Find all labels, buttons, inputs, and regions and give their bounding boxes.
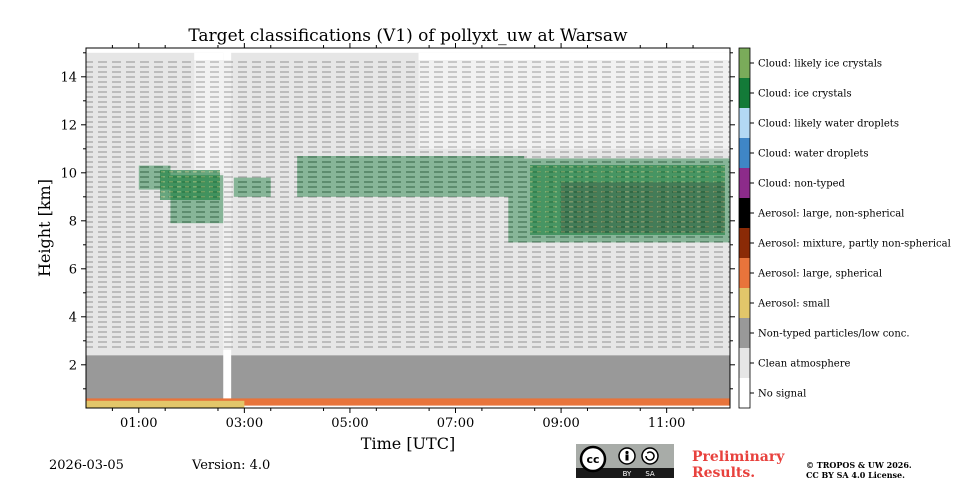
y-tick-label: 14 xyxy=(60,70,77,85)
y-tick-label: 12 xyxy=(60,118,77,133)
legend-label: Cloud: ice crystals xyxy=(758,89,852,100)
colorbar-swatch xyxy=(739,78,750,108)
legend-label: Aerosol: small xyxy=(757,299,830,310)
x-tick-label: 03:00 xyxy=(226,416,263,431)
x-tick-label: 05:00 xyxy=(331,416,368,431)
colorbar: Cloud: likely ice crystals Cloud: ice cry… xyxy=(738,47,951,409)
x-tick-label: 09:00 xyxy=(542,416,579,431)
colorbar-swatch xyxy=(739,198,750,228)
legend-label: Clean atmosphere xyxy=(758,359,851,370)
preliminary-notice: Preliminary Results. xyxy=(692,449,785,481)
y-tick-label: 4 xyxy=(69,310,77,325)
legend-label: Cloud: likely ice crystals xyxy=(758,59,882,70)
legend-label: Cloud: likely water droplets xyxy=(758,119,899,130)
colorbar-swatch xyxy=(739,378,750,408)
y-tick-label: 8 xyxy=(69,214,77,229)
colorbar-swatch xyxy=(739,348,750,378)
ice-texture-left xyxy=(160,170,220,200)
x-axis-label: Time [UTC] xyxy=(361,434,455,453)
sa-arrow xyxy=(645,451,655,461)
cc-icon xyxy=(579,445,607,473)
sa-text: SA xyxy=(645,470,655,478)
cc-license-badge: cc BY SA xyxy=(576,444,674,482)
legend-label: No signal xyxy=(758,389,806,400)
ice-texture-right xyxy=(530,165,725,235)
plot-area xyxy=(86,48,730,408)
legend-label: Aerosol: large, non-spherical xyxy=(757,209,904,220)
colorbar-swatch xyxy=(739,48,750,78)
class-region-11 xyxy=(86,398,730,406)
colorbar-frame xyxy=(738,47,751,409)
texture-layer xyxy=(86,60,730,350)
class-region-0 xyxy=(86,355,730,401)
x-tick-label: 01:00 xyxy=(120,416,157,431)
colorbar-swatch xyxy=(739,168,750,198)
sa-icon xyxy=(641,447,659,465)
y-tick-label: 2 xyxy=(69,358,77,373)
class-region-12 xyxy=(86,400,245,408)
copyright-line-1: © TROPOS & UW 2026. xyxy=(806,460,912,470)
legend-label: Aerosol: mixture, partly non-spherical xyxy=(757,239,951,250)
y-tick-label: 10 xyxy=(60,166,77,181)
date-label: 2026-03-05 xyxy=(49,458,124,473)
y-tick-label: 6 xyxy=(69,262,77,277)
legend-label: Cloud: non-typed xyxy=(758,179,846,190)
by-text: BY xyxy=(623,470,632,478)
colorbar-swatch xyxy=(739,108,750,138)
by-body xyxy=(625,454,629,461)
by-head xyxy=(625,450,629,455)
colorbar-swatch xyxy=(739,288,750,318)
copyright-notice: © TROPOS & UW 2026. CC BY SA 4.0 License… xyxy=(806,460,912,480)
colorbar-swatch xyxy=(739,258,750,288)
version-label: Version: 4.0 xyxy=(192,458,271,473)
plot-frame xyxy=(85,47,731,409)
colorbar-swatch xyxy=(739,228,750,258)
copyright-line-2: CC BY SA 4.0 License. xyxy=(806,470,905,480)
x-tick-label: 07:00 xyxy=(437,416,474,431)
legend-label: Non-typed particles/low conc. xyxy=(758,329,910,340)
colorbar-swatch xyxy=(739,138,750,168)
legend-label: Aerosol: large, spherical xyxy=(757,269,882,280)
legend-label: Cloud: water droplets xyxy=(758,149,869,160)
cc-text: cc xyxy=(586,453,599,466)
colorbar-swatch xyxy=(739,318,750,348)
chart-title: Target classifications (V1) of pollyxt_u… xyxy=(188,26,628,46)
y-axis-label: Height [km] xyxy=(35,179,54,277)
x-tick-label: 11:00 xyxy=(648,416,685,431)
